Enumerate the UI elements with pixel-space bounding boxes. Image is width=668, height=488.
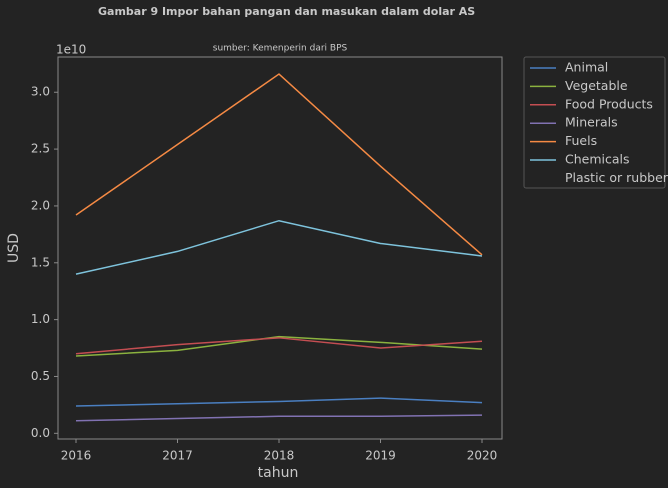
y-offset-label: 1e10 bbox=[56, 43, 86, 57]
legend-label: Food Products bbox=[565, 96, 653, 111]
series-line bbox=[75, 219, 483, 275]
y-tick-label: 0.5 bbox=[31, 369, 50, 383]
plot-frame bbox=[57, 56, 503, 440]
y-tick-label: 3.0 bbox=[31, 85, 50, 99]
legend-label: Chemicals bbox=[565, 152, 630, 167]
y-tick-label: 1.5 bbox=[31, 255, 50, 269]
series-line bbox=[75, 337, 483, 355]
legend-label: Plastic or rubber bbox=[565, 170, 668, 185]
x-tick-label: 2018 bbox=[264, 449, 295, 463]
y-tick-label: 1.0 bbox=[31, 312, 50, 326]
legend-label: Vegetable bbox=[565, 78, 628, 93]
chart-title: Gambar 9 Impor bahan pangan dan masukan … bbox=[98, 5, 475, 18]
legend-label: Minerals bbox=[565, 115, 618, 130]
series-line bbox=[75, 73, 483, 256]
x-tick-label: 2020 bbox=[467, 449, 498, 463]
legend-label: Fuels bbox=[565, 133, 597, 148]
series-line bbox=[75, 335, 483, 357]
x-tick-label: 2019 bbox=[365, 449, 396, 463]
y-tick-label: 2.0 bbox=[31, 198, 50, 212]
series-line bbox=[75, 414, 483, 422]
y-tick-label: 2.5 bbox=[31, 142, 50, 156]
x-axis-label: tahun bbox=[258, 465, 299, 481]
chart-subtitle: sumber: Kemenperin dari BPS bbox=[213, 44, 348, 54]
x-tick-label: 2017 bbox=[162, 449, 193, 463]
x-tick-label: 2016 bbox=[61, 449, 92, 463]
legend-label: Animal bbox=[565, 60, 608, 75]
series-line bbox=[75, 397, 483, 407]
y-axis-label: USD bbox=[6, 233, 22, 263]
y-tick-label: 0.0 bbox=[31, 426, 50, 440]
legend-box bbox=[523, 56, 666, 189]
